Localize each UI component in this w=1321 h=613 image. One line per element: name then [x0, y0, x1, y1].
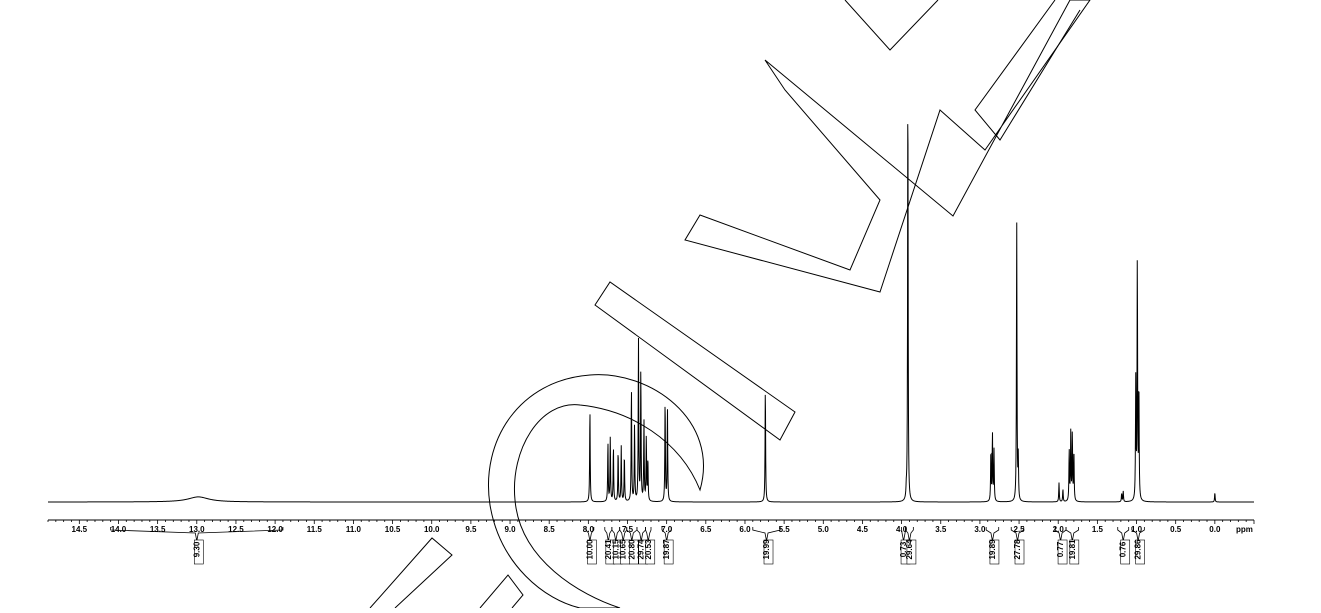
integral-value-label: 19.81: [1068, 539, 1077, 560]
x-tick-label: 6.5: [700, 525, 712, 534]
x-tick-label: 8.0: [583, 525, 595, 534]
integral-region: 19.89: [985, 527, 1000, 565]
integral-region: 10.00: [585, 527, 597, 565]
integral-region: 19.87: [661, 527, 674, 565]
integral-bracket: [611, 527, 621, 542]
x-tick-label: 3.0: [974, 525, 986, 534]
integral-label-box: [989, 539, 1000, 565]
integral-value-label: 29.74: [637, 539, 646, 560]
watermark-logo: [369, 0, 1091, 609]
integral-value-label: 9.30: [192, 541, 201, 557]
x-tick-label: 4.5: [857, 525, 869, 534]
integral-value-label: 0.77: [1056, 541, 1065, 557]
integral-region: 0.76: [1117, 527, 1131, 565]
integral-value-label: 20.53: [644, 539, 653, 560]
x-tick-label: 2.5: [1014, 525, 1026, 534]
integral-label-box: [663, 539, 674, 565]
x-tick-label: 5.5: [779, 525, 791, 534]
integral-value-label: 29.86: [1134, 539, 1143, 560]
x-tick-label: 14.5: [72, 525, 88, 534]
x-tick-label: 8.5: [544, 525, 556, 534]
integral-region: 20.53: [644, 527, 656, 565]
x-axis-unit-label: ppm: [1236, 525, 1253, 534]
x-tick-label: 3.5: [935, 525, 947, 534]
integral-bracket: [752, 527, 781, 542]
integral-region: 27.78: [1010, 527, 1025, 565]
integral-label-box: [1120, 539, 1131, 565]
spectrum-trace: [48, 124, 1254, 503]
integral-label-box: [645, 539, 656, 565]
integral-bracket: [636, 527, 646, 542]
x-tick-label: 1.5: [1092, 525, 1104, 534]
integral-label-box: [1069, 539, 1080, 565]
integral-value-label: 0.76: [1119, 541, 1128, 557]
integral-value-label: 20.41: [604, 539, 613, 560]
x-tick-label: 10.0: [424, 525, 440, 534]
x-tick-label: 12.5: [228, 525, 244, 534]
integral-bracket: [985, 527, 1000, 542]
integral-region: 19.81: [1065, 527, 1080, 565]
integral-value-label: 27.78: [1013, 539, 1022, 560]
integral-value-label: 29.64: [905, 539, 914, 560]
x-tick-label: 0.0: [1209, 525, 1221, 534]
integral-value-label: 20.80: [627, 539, 636, 560]
integral-bracket: [604, 527, 613, 542]
integral-label-box: [1014, 539, 1025, 565]
integral-bracket: [1117, 527, 1130, 542]
x-tick-label: 13.0: [189, 525, 205, 534]
integral-label-box: [587, 539, 597, 565]
integral-value-label: 10.15: [611, 539, 620, 560]
x-tick-label: 10.5: [385, 525, 401, 534]
x-tick-label: 7.0: [661, 525, 673, 534]
x-tick-label: 0.5: [1170, 525, 1182, 534]
x-tick-label: 7.5: [622, 525, 634, 534]
integral-label-box: [1135, 539, 1145, 565]
integral-region: 19.99: [752, 527, 781, 565]
spectrum: [48, 124, 1254, 503]
integral-value-label: 0.73: [899, 541, 908, 557]
integral-label-box: [763, 539, 774, 565]
integral-value-label: 19.99: [762, 539, 771, 560]
integral-region: 29.64: [905, 527, 917, 565]
x-tick-label: 14.0: [111, 525, 127, 534]
integral-bracket: [1065, 527, 1079, 542]
integral-label-box: [193, 539, 204, 565]
x-tick-label: 6.0: [739, 525, 751, 534]
integral-label-box: [1057, 539, 1068, 565]
x-tick-label: 12.0: [267, 525, 283, 534]
x-tick-label: 1.0: [1131, 525, 1143, 534]
x-tick-label: 9.5: [465, 525, 477, 534]
x-tick-label: 2.0: [1053, 525, 1065, 534]
integral-value-label: 10.65: [619, 539, 628, 560]
integral-label-box: [629, 539, 639, 565]
integral-value-label: 10.00: [585, 539, 594, 560]
integral-value-label: 19.89: [988, 539, 997, 560]
integral-region: 29.86: [1131, 527, 1145, 565]
x-tick-label: 13.5: [150, 525, 166, 534]
x-tick-label: 5.0: [818, 525, 830, 534]
integral-bracket: [645, 527, 652, 542]
x-tick-label: 11.0: [346, 525, 362, 534]
integral-label-box: [906, 539, 917, 565]
x-tick-label: 9.0: [504, 525, 516, 534]
integral-value-label: 19.87: [662, 539, 671, 560]
x-tick-label: 11.5: [307, 525, 323, 534]
integral-region: 9.30: [110, 527, 284, 565]
